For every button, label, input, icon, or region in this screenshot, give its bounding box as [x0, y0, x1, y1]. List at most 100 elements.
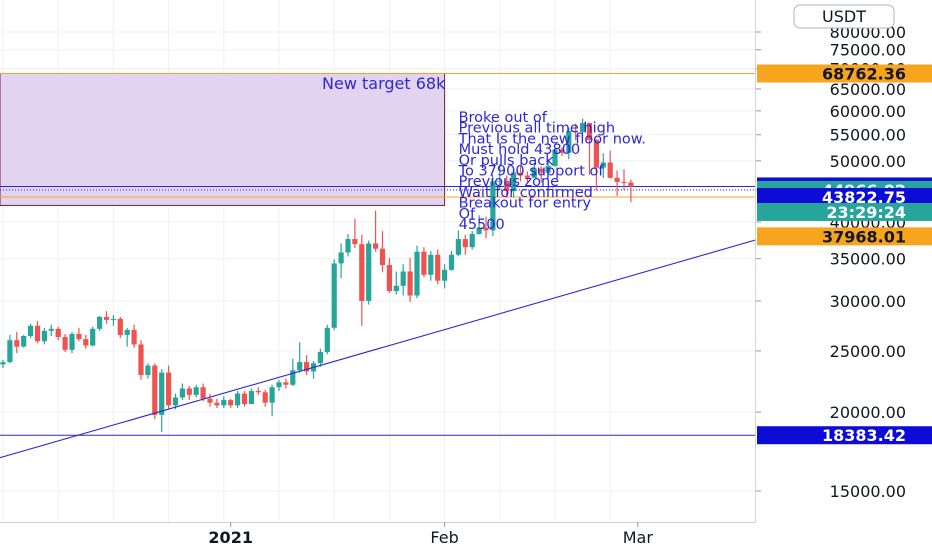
candle [476, 215, 482, 235]
candle [28, 323, 34, 339]
candle-body [152, 365, 158, 415]
candle [221, 396, 227, 409]
currency-button-frame[interactable] [793, 4, 895, 29]
candle [255, 387, 261, 395]
candle-body [172, 397, 179, 406]
y-tick-label: 60000.00 [830, 102, 906, 121]
candle [400, 264, 406, 296]
candle-body [110, 318, 116, 320]
candle-body [462, 239, 468, 248]
candle [614, 170, 620, 196]
price-badge: 43822.75 [757, 188, 932, 207]
candle-body [400, 271, 406, 286]
candles [0, 118, 634, 433]
candle [566, 127, 572, 160]
note-line: Must hold 43800 [459, 142, 581, 158]
candle [207, 393, 213, 407]
candle-body [214, 402, 220, 406]
currency-button[interactable]: USDT [793, 4, 895, 29]
candle-body [55, 328, 61, 338]
countdown-badge-bg [757, 202, 932, 221]
candle-body [566, 130, 572, 153]
candle-body [241, 393, 248, 405]
candle-body [166, 372, 172, 406]
candle [607, 150, 613, 179]
y-tick-label: 25000.00 [830, 342, 906, 361]
y-tick-label: 65000.00 [830, 80, 906, 99]
candle-body [379, 248, 386, 266]
breakout-zone [0, 73, 446, 206]
candle [414, 245, 420, 299]
candle-body [531, 168, 537, 178]
time-axis: 2021 Feb Mar [0, 522, 756, 550]
candle [331, 259, 337, 330]
candle [483, 216, 489, 239]
candle [538, 166, 544, 183]
candle-body [14, 340, 20, 347]
candle-body [7, 340, 13, 363]
candle-body [34, 325, 41, 342]
candle-body [524, 175, 530, 178]
price-badge-label: 43822.75 [822, 188, 906, 207]
price-badge: 18383.42 [757, 426, 932, 445]
candle-body [497, 180, 503, 182]
candle-body [448, 254, 455, 270]
candle-body [41, 330, 47, 342]
candle-body [573, 130, 579, 132]
candle-body [504, 180, 510, 191]
candle [345, 233, 351, 257]
candle-body [193, 387, 199, 395]
candle-body [62, 337, 68, 350]
candle-body [179, 388, 185, 398]
candle [462, 234, 468, 255]
price-badge: 68762.36 [757, 64, 932, 84]
candle [545, 158, 551, 174]
candle [428, 250, 434, 281]
candle-body [545, 165, 551, 173]
candle [159, 369, 165, 433]
candle-body [304, 362, 310, 372]
candle [511, 168, 517, 198]
note-line: 45500 [459, 217, 505, 233]
candle-body [290, 370, 296, 385]
candle-body [103, 316, 110, 320]
candle [110, 315, 116, 326]
candle-body [248, 391, 254, 405]
candle [131, 324, 137, 348]
candle [166, 365, 172, 410]
x-tick-label: 2021 [208, 528, 253, 547]
candle [76, 327, 82, 342]
price-axis-background [756, 0, 932, 550]
note-line: Previous zone [459, 174, 560, 190]
candle [517, 166, 524, 182]
candle-body [235, 393, 241, 406]
candle [421, 247, 427, 278]
candle-body [552, 149, 558, 166]
price-axis: 15000.00 20000.00 25000.00 30000.00 35000.00… [755, 0, 932, 550]
candle [290, 358, 296, 386]
candle [55, 326, 61, 341]
candle [179, 383, 185, 401]
candle-body [83, 339, 89, 346]
candle [490, 176, 496, 237]
countdown-label: 23:29:24 [826, 203, 906, 222]
currency-button-label[interactable]: USDT [822, 7, 866, 26]
y-tick-label: 20000.00 [830, 403, 906, 422]
candle-body [476, 227, 482, 234]
candle [386, 257, 392, 293]
candle-body [255, 391, 261, 393]
y-tick-label: 55000.00 [830, 126, 906, 145]
candle-body [186, 388, 192, 395]
price-badge-bg [757, 227, 932, 246]
candle [435, 249, 441, 285]
candle-body [317, 352, 323, 364]
candle-body [483, 227, 489, 231]
candle-body [145, 365, 151, 375]
candle [0, 359, 6, 368]
candle-body [76, 333, 82, 340]
candle [283, 378, 289, 389]
candle [62, 333, 68, 353]
candle [317, 348, 323, 367]
